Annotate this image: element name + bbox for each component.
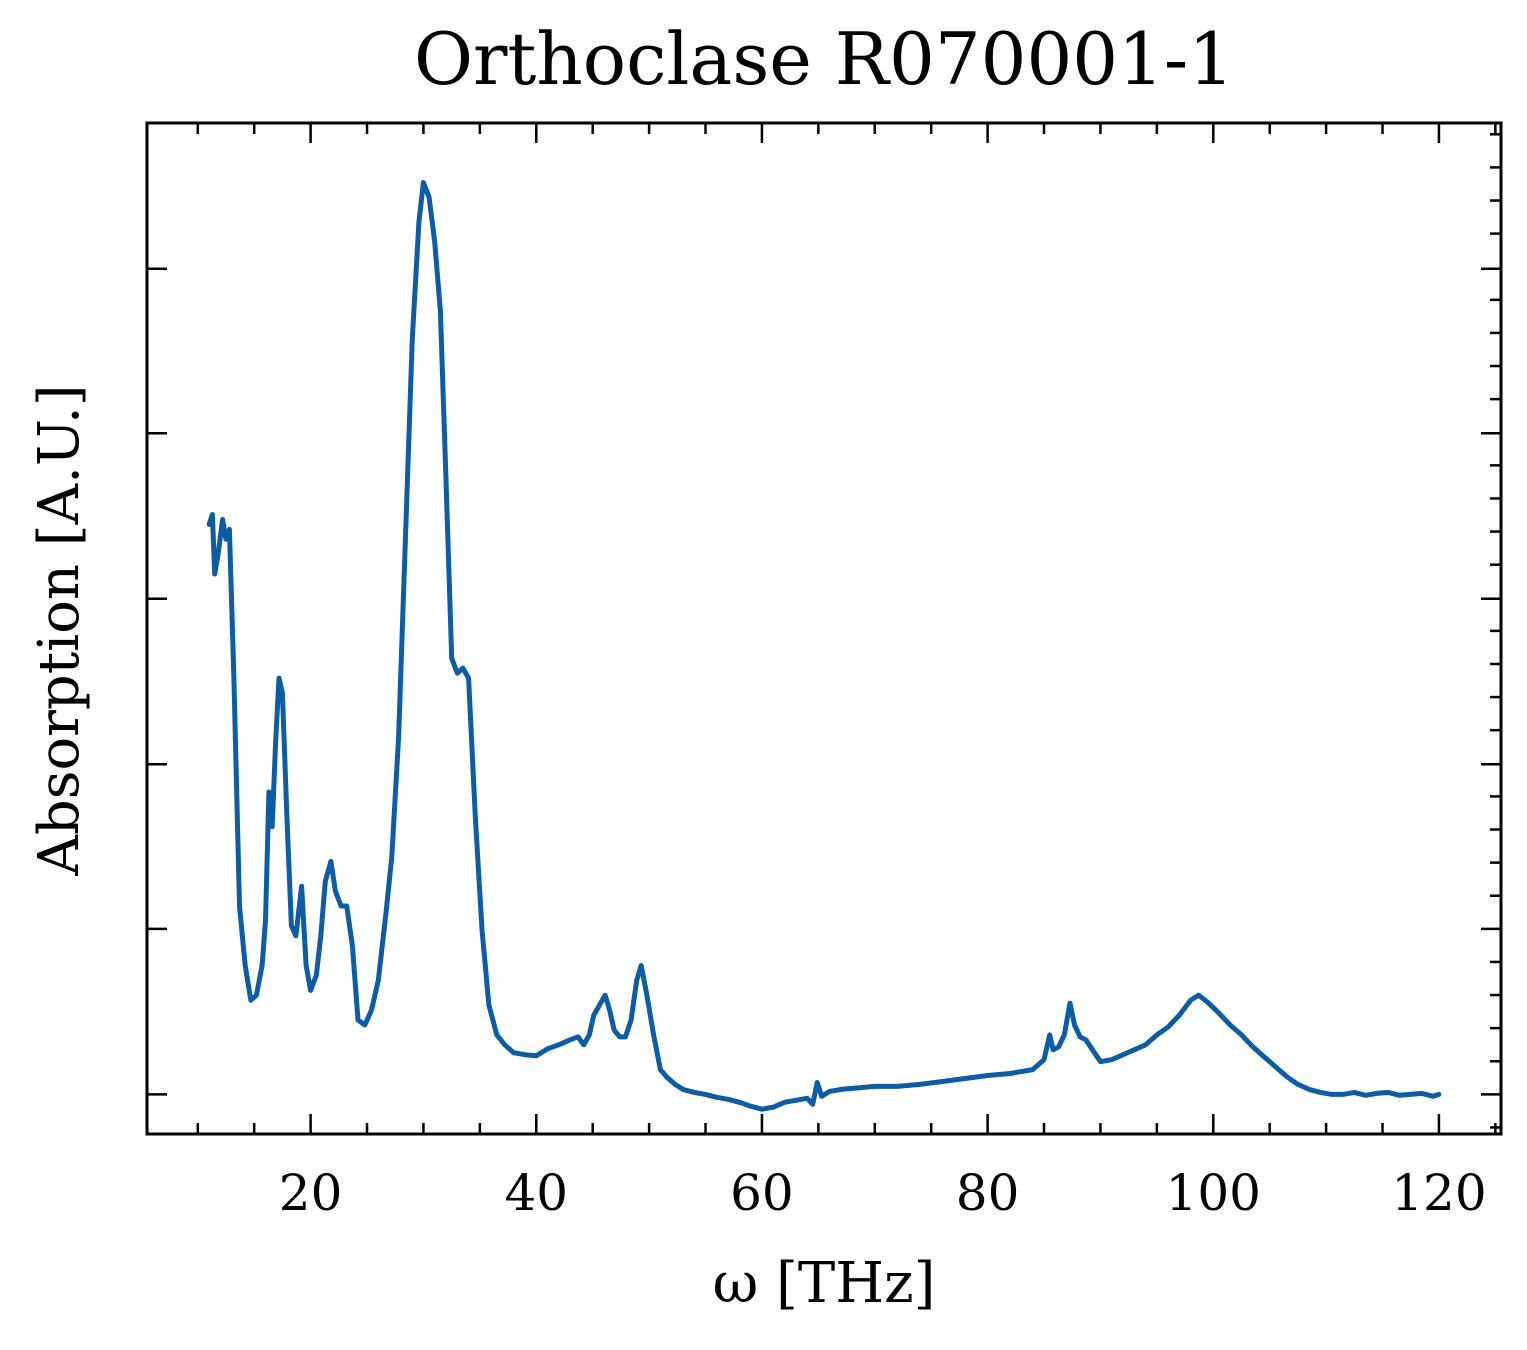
plot-frame <box>145 121 1503 1136</box>
y-axis-label: Absorption [A.U.] <box>27 384 92 876</box>
x-tick-label: 100 <box>1166 1164 1261 1222</box>
chart-title: Orthoclase R070001-1 <box>414 17 1234 101</box>
x-tick-label: 20 <box>279 1164 343 1222</box>
x-tick-label: 80 <box>956 1164 1020 1222</box>
axis-ticks: 20 40 60 80 100 120 <box>147 123 1501 1222</box>
series-layer <box>206 180 1442 1112</box>
series-line-0 <box>206 180 1442 1112</box>
x-tick-label: 60 <box>730 1164 794 1222</box>
x-tick-label: 40 <box>504 1164 568 1222</box>
x-axis-label: ω [THz] <box>713 1251 936 1316</box>
x-tick-label: 120 <box>1391 1164 1486 1222</box>
